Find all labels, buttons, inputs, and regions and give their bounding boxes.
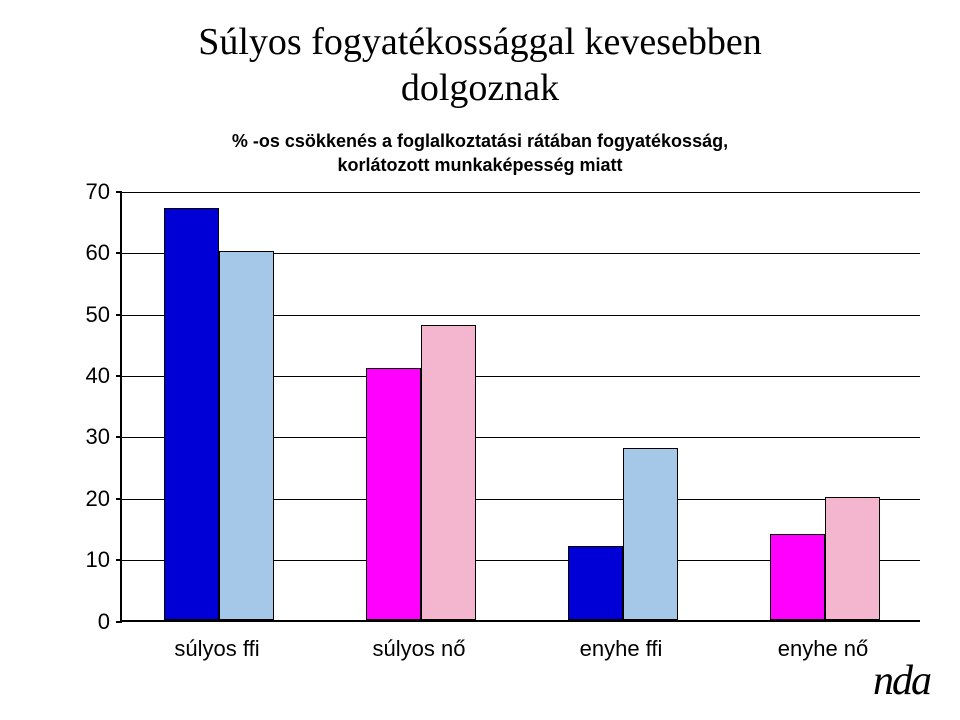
bar xyxy=(164,208,219,620)
chart-subtitle: % -os csökkenés a foglalkoztatási rátába… xyxy=(40,129,920,178)
y-axis-label: 60 xyxy=(60,240,110,266)
y-axis-tick xyxy=(116,498,122,500)
x-axis-label: enyhe ffi xyxy=(580,636,663,662)
y-axis-tick xyxy=(116,436,122,438)
y-axis-label: 40 xyxy=(60,363,110,389)
plot-area xyxy=(120,192,920,622)
logo: nda xyxy=(873,657,930,705)
y-axis-label: 10 xyxy=(60,547,110,573)
x-axis-label: enyhe nő xyxy=(778,636,869,662)
chart: 010203040506070súlyos ffisúlyos nőenyhe … xyxy=(60,192,930,672)
y-axis-label: 20 xyxy=(60,486,110,512)
x-axis-label: súlyos nő xyxy=(373,636,466,662)
bar xyxy=(770,534,825,620)
y-axis-label: 50 xyxy=(60,302,110,328)
page-title: Súlyos fogyatékossággal kevesebben dolgo… xyxy=(40,20,920,111)
subtitle-line-2: korlátozott munkaképesség miatt xyxy=(337,155,622,175)
title-line-1: Súlyos fogyatékossággal kevesebben xyxy=(198,21,762,63)
x-axis-label: súlyos ffi xyxy=(174,636,259,662)
y-axis-tick xyxy=(116,375,122,377)
gridline xyxy=(122,192,920,193)
bar xyxy=(825,497,880,620)
y-axis-tick xyxy=(116,314,122,316)
bar xyxy=(219,251,274,620)
y-axis-label: 30 xyxy=(60,424,110,450)
bar xyxy=(568,546,623,620)
y-axis-tick xyxy=(116,621,122,623)
bar xyxy=(421,325,476,620)
y-axis-tick xyxy=(116,191,122,193)
bar xyxy=(366,368,421,620)
y-axis-label: 70 xyxy=(60,179,110,205)
subtitle-line-1: % -os csökkenés a foglalkoztatási rátába… xyxy=(232,131,728,151)
y-axis-tick xyxy=(116,559,122,561)
bar xyxy=(623,448,678,620)
title-line-2: dolgoznak xyxy=(401,67,559,109)
y-axis-label: 0 xyxy=(60,609,110,635)
y-axis-tick xyxy=(116,252,122,254)
